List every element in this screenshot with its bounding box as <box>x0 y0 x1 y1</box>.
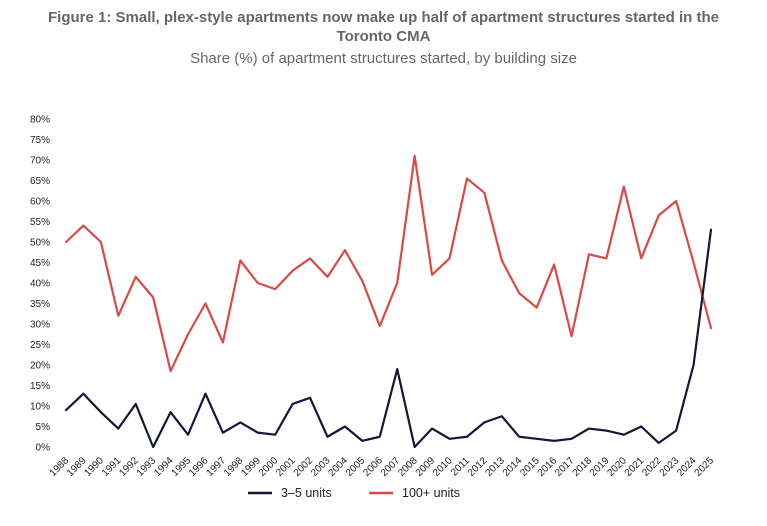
y-tick-label: 30% <box>30 320 50 331</box>
legend-label-100-plus-units: 100+ units <box>402 486 460 500</box>
y-tick-label: 15% <box>30 381 50 392</box>
y-tick-label: 75% <box>30 135 50 146</box>
y-tick-label: 80% <box>30 115 50 126</box>
x-axis: 1988198919901991199219931994199519961997… <box>48 455 717 479</box>
chart-title-line-1: Figure 1: Small, plex-style apartments n… <box>48 9 719 26</box>
y-tick-label: 60% <box>30 197 50 208</box>
series-line-100-plus-units <box>64 154 713 373</box>
y-tick-label: 55% <box>30 217 50 228</box>
series-line-3-5-units <box>64 228 713 449</box>
series-layer <box>64 154 713 449</box>
y-axis: 0% 5% 10% 15% 20% 25% 30% 35% 40% 45% 50% 55% 60% 65%… <box>30 115 50 454</box>
legend-label-3-5-units: 3–5 units <box>281 486 332 500</box>
chart-title: Figure 1: Small, plex-style apartments n… <box>0 8 767 46</box>
chart-subtitle: Share (%) of apartment structures starte… <box>190 50 577 67</box>
y-tick-label: 35% <box>30 299 50 310</box>
y-tick-label: 40% <box>30 279 50 290</box>
y-tick-label: 65% <box>30 176 50 187</box>
y-tick-label: 20% <box>30 361 50 372</box>
chart-title-line-2: Toronto CMA <box>336 28 431 45</box>
y-tick-label: 0% <box>36 443 51 454</box>
legend: 3–5 units 100+ units <box>248 486 460 500</box>
y-tick-label: 45% <box>30 258 50 269</box>
y-tick-label: 10% <box>30 402 50 413</box>
y-tick-label: 70% <box>30 156 50 167</box>
x-tick-label: 2025 <box>693 455 717 479</box>
y-tick-label: 50% <box>30 238 50 249</box>
y-tick-label: 5% <box>36 422 51 433</box>
y-tick-label: 25% <box>30 340 50 351</box>
